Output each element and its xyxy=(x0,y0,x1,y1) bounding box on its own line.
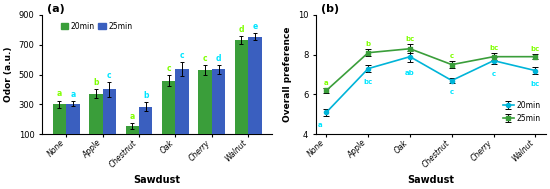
Bar xyxy=(102,89,116,149)
Bar xyxy=(125,126,139,149)
Text: d: d xyxy=(239,25,244,34)
Y-axis label: Odor (a.u.): Odor (a.u.) xyxy=(4,47,13,102)
Bar xyxy=(175,69,189,149)
Text: c: c xyxy=(180,51,184,60)
Bar xyxy=(199,70,212,149)
Text: (b): (b) xyxy=(321,4,339,14)
Text: a: a xyxy=(324,80,329,86)
Bar xyxy=(89,94,102,149)
X-axis label: Sawdust: Sawdust xyxy=(134,175,181,185)
Text: bc: bc xyxy=(531,81,540,87)
Text: c: c xyxy=(450,89,454,95)
Text: c: c xyxy=(450,53,454,59)
Text: b: b xyxy=(143,91,148,100)
X-axis label: Sawdust: Sawdust xyxy=(408,175,454,185)
Y-axis label: Overall preference: Overall preference xyxy=(283,27,292,122)
Bar xyxy=(248,36,262,149)
Text: bc: bc xyxy=(405,36,415,42)
Text: bc: bc xyxy=(531,46,540,52)
Text: d: d xyxy=(216,54,221,63)
Bar xyxy=(66,104,80,149)
Bar xyxy=(212,69,225,149)
Text: bc: bc xyxy=(489,45,498,51)
Text: c: c xyxy=(107,71,112,80)
Text: c: c xyxy=(166,64,171,73)
Legend: 20min, 25min: 20min, 25min xyxy=(501,100,542,124)
Text: bc: bc xyxy=(364,79,373,84)
Bar xyxy=(235,40,248,149)
Text: ab: ab xyxy=(405,70,415,76)
Text: b: b xyxy=(93,78,98,87)
Text: a: a xyxy=(130,112,135,121)
Text: c: c xyxy=(492,70,496,77)
Text: (a): (a) xyxy=(47,4,64,14)
Bar xyxy=(53,104,66,149)
Text: a: a xyxy=(70,90,75,99)
Text: a: a xyxy=(57,89,62,98)
Bar xyxy=(162,81,175,149)
Text: e: e xyxy=(252,22,257,31)
Bar xyxy=(139,107,152,149)
Text: b: b xyxy=(366,41,371,47)
Legend: 20min, 25min: 20min, 25min xyxy=(58,19,136,34)
Text: a: a xyxy=(318,122,322,128)
Text: c: c xyxy=(203,54,207,63)
